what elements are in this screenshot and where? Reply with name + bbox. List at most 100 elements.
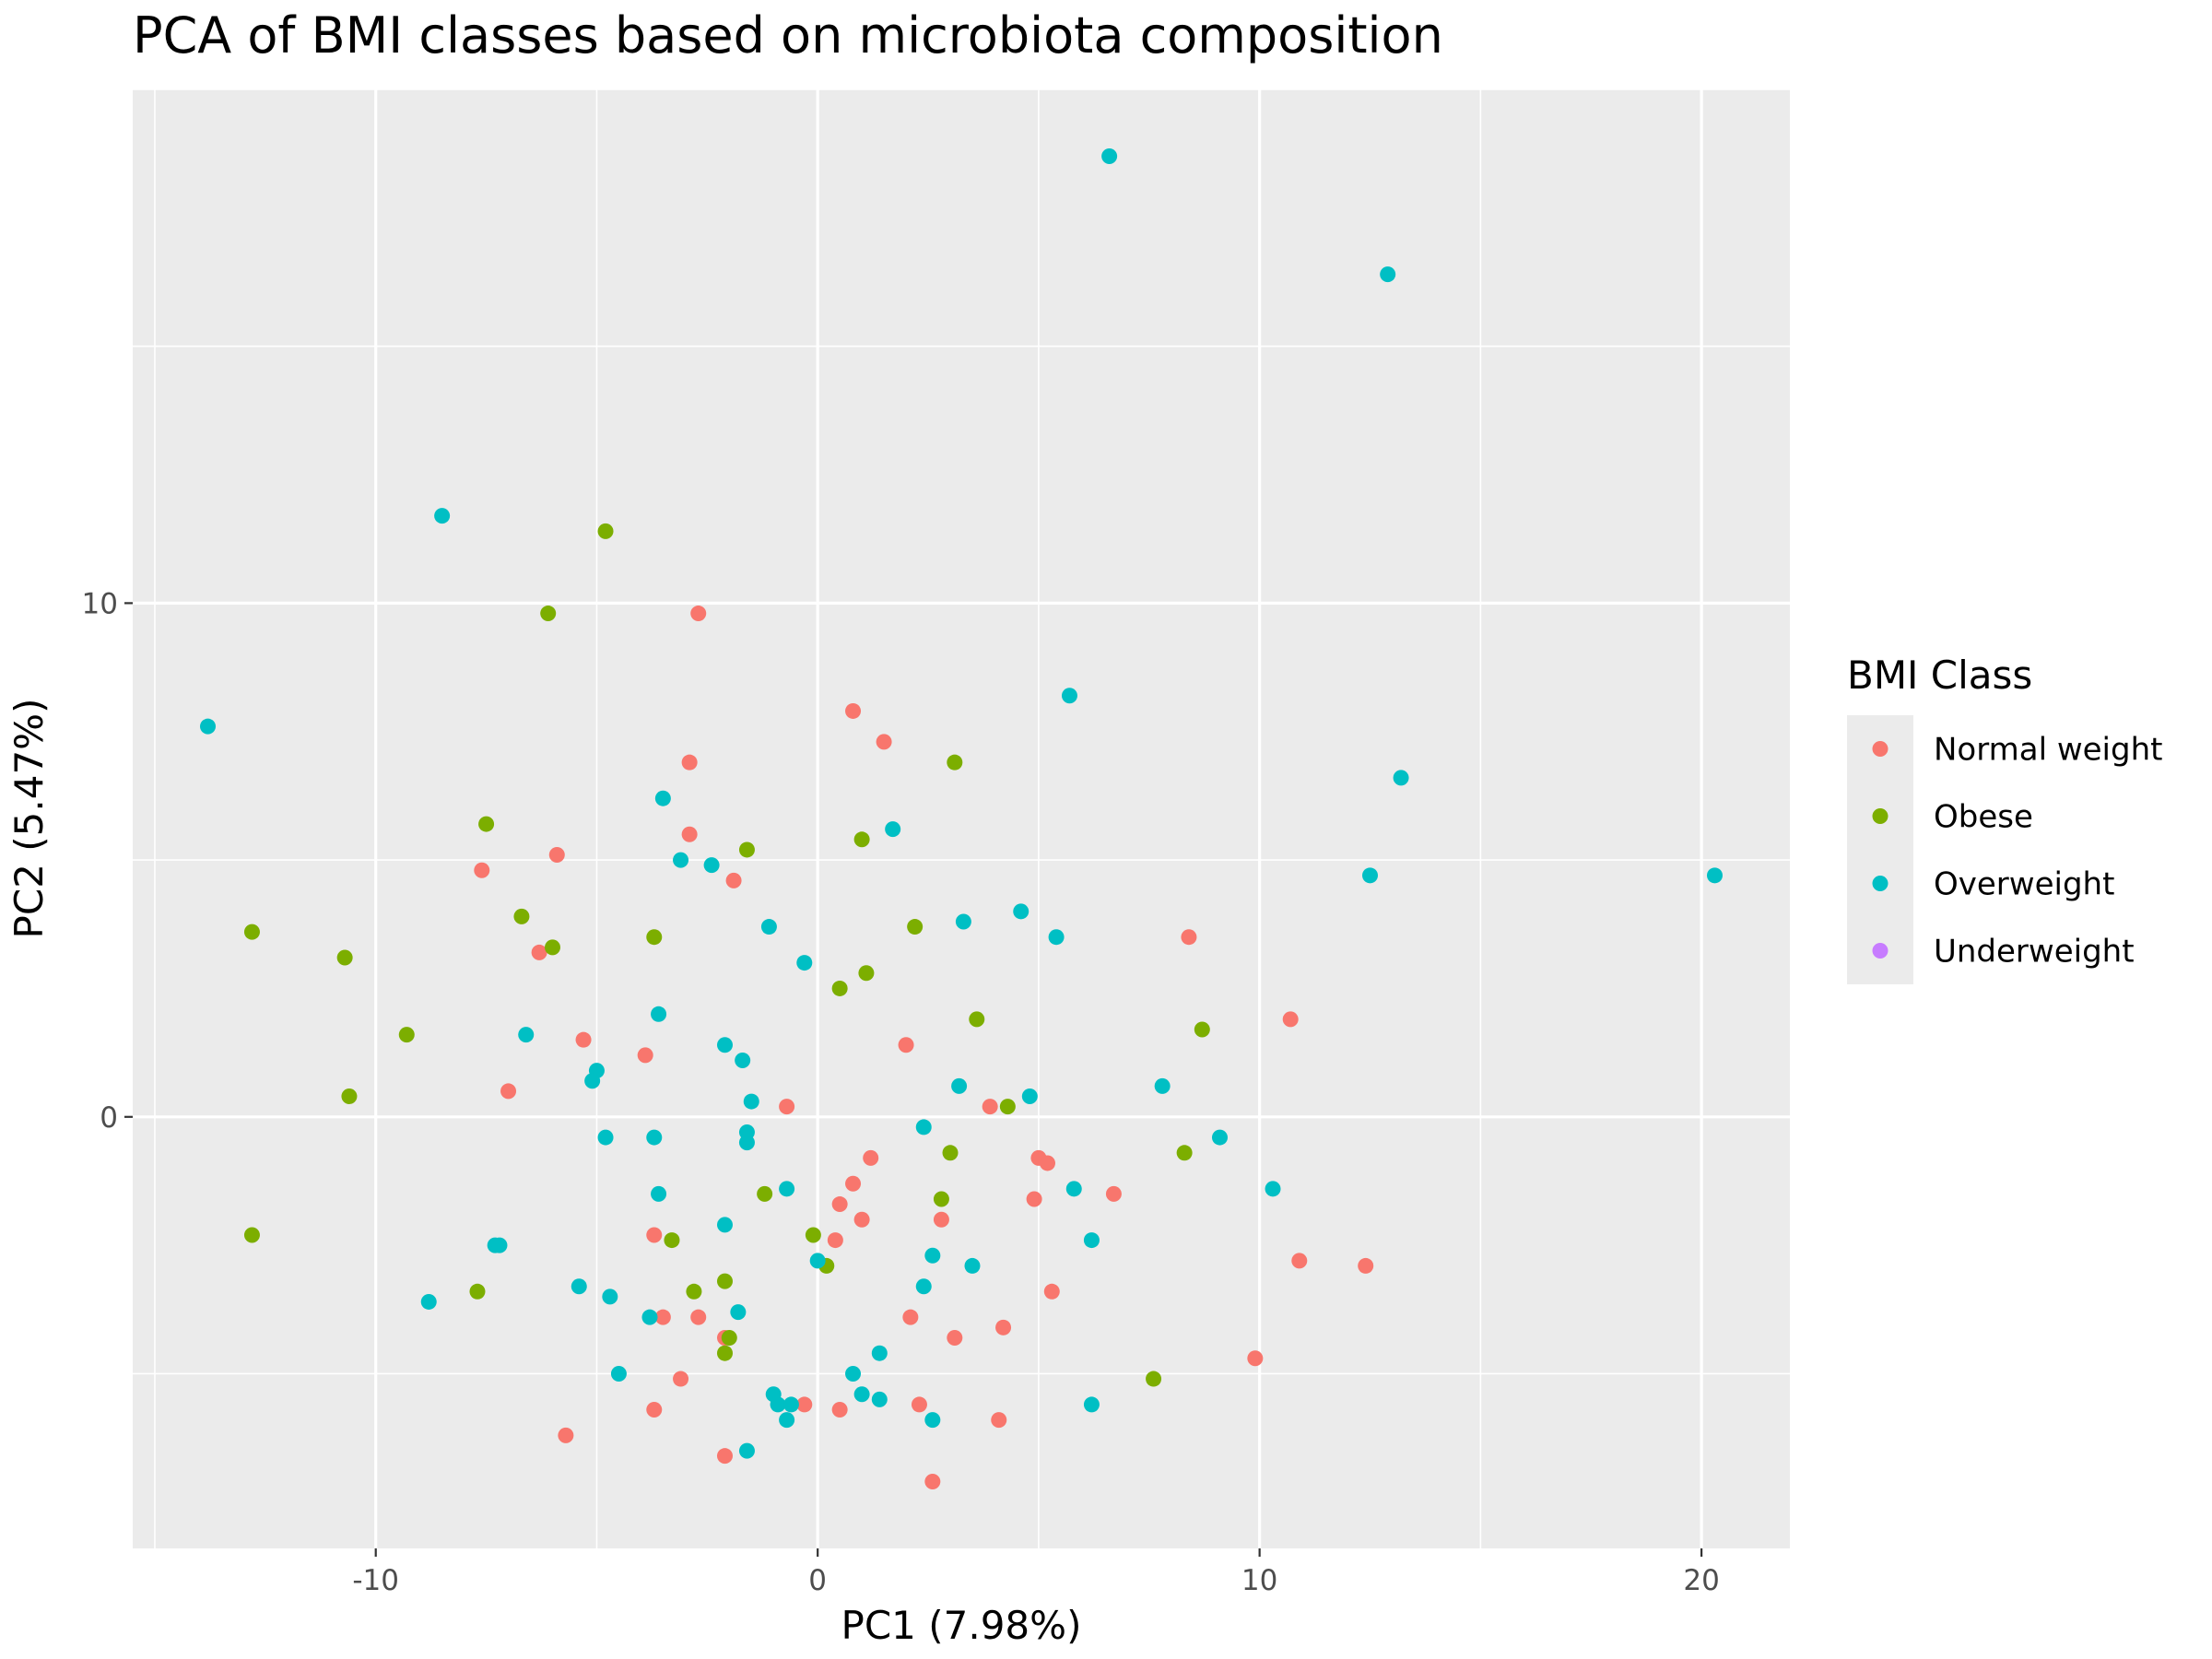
point-normal-weight [876,734,892,750]
point-normal-weight [911,1396,927,1413]
point-obese [513,908,530,924]
data-points [200,147,1723,1490]
point-obese [540,606,557,622]
point-normal-weight [991,1412,1007,1429]
x-tick-label: 20 [1683,1564,1719,1597]
point-overweight [1013,903,1030,920]
point-obese [947,754,963,771]
point-overweight [651,1006,667,1022]
point-overweight [491,1237,508,1253]
point-normal-weight [716,1448,733,1465]
point-overweight [845,1365,862,1382]
y-tick-label: 0 [100,1101,118,1135]
point-obese [1176,1145,1193,1161]
point-overweight [654,790,671,806]
point-overweight [1061,688,1077,704]
point-normal-weight [673,1371,689,1387]
point-obese [907,919,924,935]
legend-symbol [1872,808,1888,824]
point-normal-weight [646,1227,663,1243]
point-normal-weight [646,1402,663,1418]
point-obese [716,1273,733,1289]
point-overweight [915,1278,932,1295]
point-overweight [646,1129,663,1146]
point-obese [757,1185,773,1202]
point-normal-weight [1247,1350,1264,1367]
point-overweight [871,1391,888,1407]
point-normal-weight [831,1402,848,1418]
point-normal-weight [982,1099,998,1115]
point-normal-weight [548,847,565,864]
point-overweight [673,852,689,868]
point-overweight [1154,1077,1171,1094]
point-obese [853,831,870,848]
point-normal-weight [863,1149,879,1166]
point-normal-weight [902,1309,919,1325]
point-obese [805,1227,821,1243]
legend-label: Underweight [1934,934,2135,971]
point-overweight [924,1247,941,1264]
point-obese [243,1227,260,1243]
point-normal-weight [575,1031,592,1048]
point-overweight [915,1119,932,1135]
point-obese [999,1099,1016,1115]
point-normal-weight [637,1047,653,1064]
point-overweight [871,1345,888,1361]
point-normal-weight [995,1319,1012,1335]
point-obese [398,1027,415,1043]
point-normal-weight [845,1175,862,1192]
x-tick-labels: -10 0 10 20 [352,1564,1719,1597]
point-overweight [735,1052,751,1068]
point-normal-weight [474,862,490,878]
x-tick-label: 0 [808,1564,827,1597]
point-normal-weight [1026,1191,1042,1207]
chart-title: PCA of BMI classes based on microbiota c… [133,6,1443,65]
legend-label: Normal weight [1934,732,2162,769]
point-overweight [885,821,901,838]
point-obese [969,1011,985,1028]
point-normal-weight [933,1211,949,1228]
point-obese [341,1088,358,1104]
legend-symbol [1872,741,1888,757]
point-obese [716,1345,733,1361]
point-normal-weight [690,1309,707,1325]
point-normal-weight [725,872,742,888]
point-overweight [1065,1181,1082,1197]
point-normal-weight [853,1211,870,1228]
point-obese [478,816,495,832]
point-normal-weight [831,1196,848,1213]
point-overweight [703,857,720,874]
point-overweight [584,1073,601,1089]
point-obese [664,1232,680,1249]
point-normal-weight [1039,1155,1055,1171]
point-overweight [651,1185,667,1202]
legend-title: BMI Class [1847,653,2032,698]
point-overweight [951,1077,968,1094]
point-obese [597,523,614,539]
y-axis-title: PC2 (5.47%) [6,699,52,939]
point-overweight [571,1278,587,1295]
point-overweight [770,1396,786,1413]
point-overweight [1101,147,1118,164]
point-normal-weight [681,754,698,771]
point-overweight [1393,770,1409,786]
point-overweight [518,1027,535,1043]
legend-symbol [1872,876,1888,891]
point-overweight [779,1181,795,1197]
point-obese [942,1145,959,1161]
point-normal-weight [947,1329,963,1346]
point-normal-weight [558,1427,574,1443]
point-normal-weight [827,1232,843,1249]
axis-ticks [124,602,1703,1557]
point-overweight [1380,266,1396,283]
point-overweight [782,1396,799,1413]
point-overweight [610,1365,627,1382]
point-overweight [730,1304,747,1321]
legend-symbol [1872,943,1888,959]
point-overweight [1265,1181,1281,1197]
x-tick-label: -10 [352,1564,399,1597]
point-overweight [1021,1088,1038,1104]
point-obese [1146,1371,1162,1387]
y-tick-label: 10 [82,587,118,620]
point-overweight [597,1129,614,1146]
